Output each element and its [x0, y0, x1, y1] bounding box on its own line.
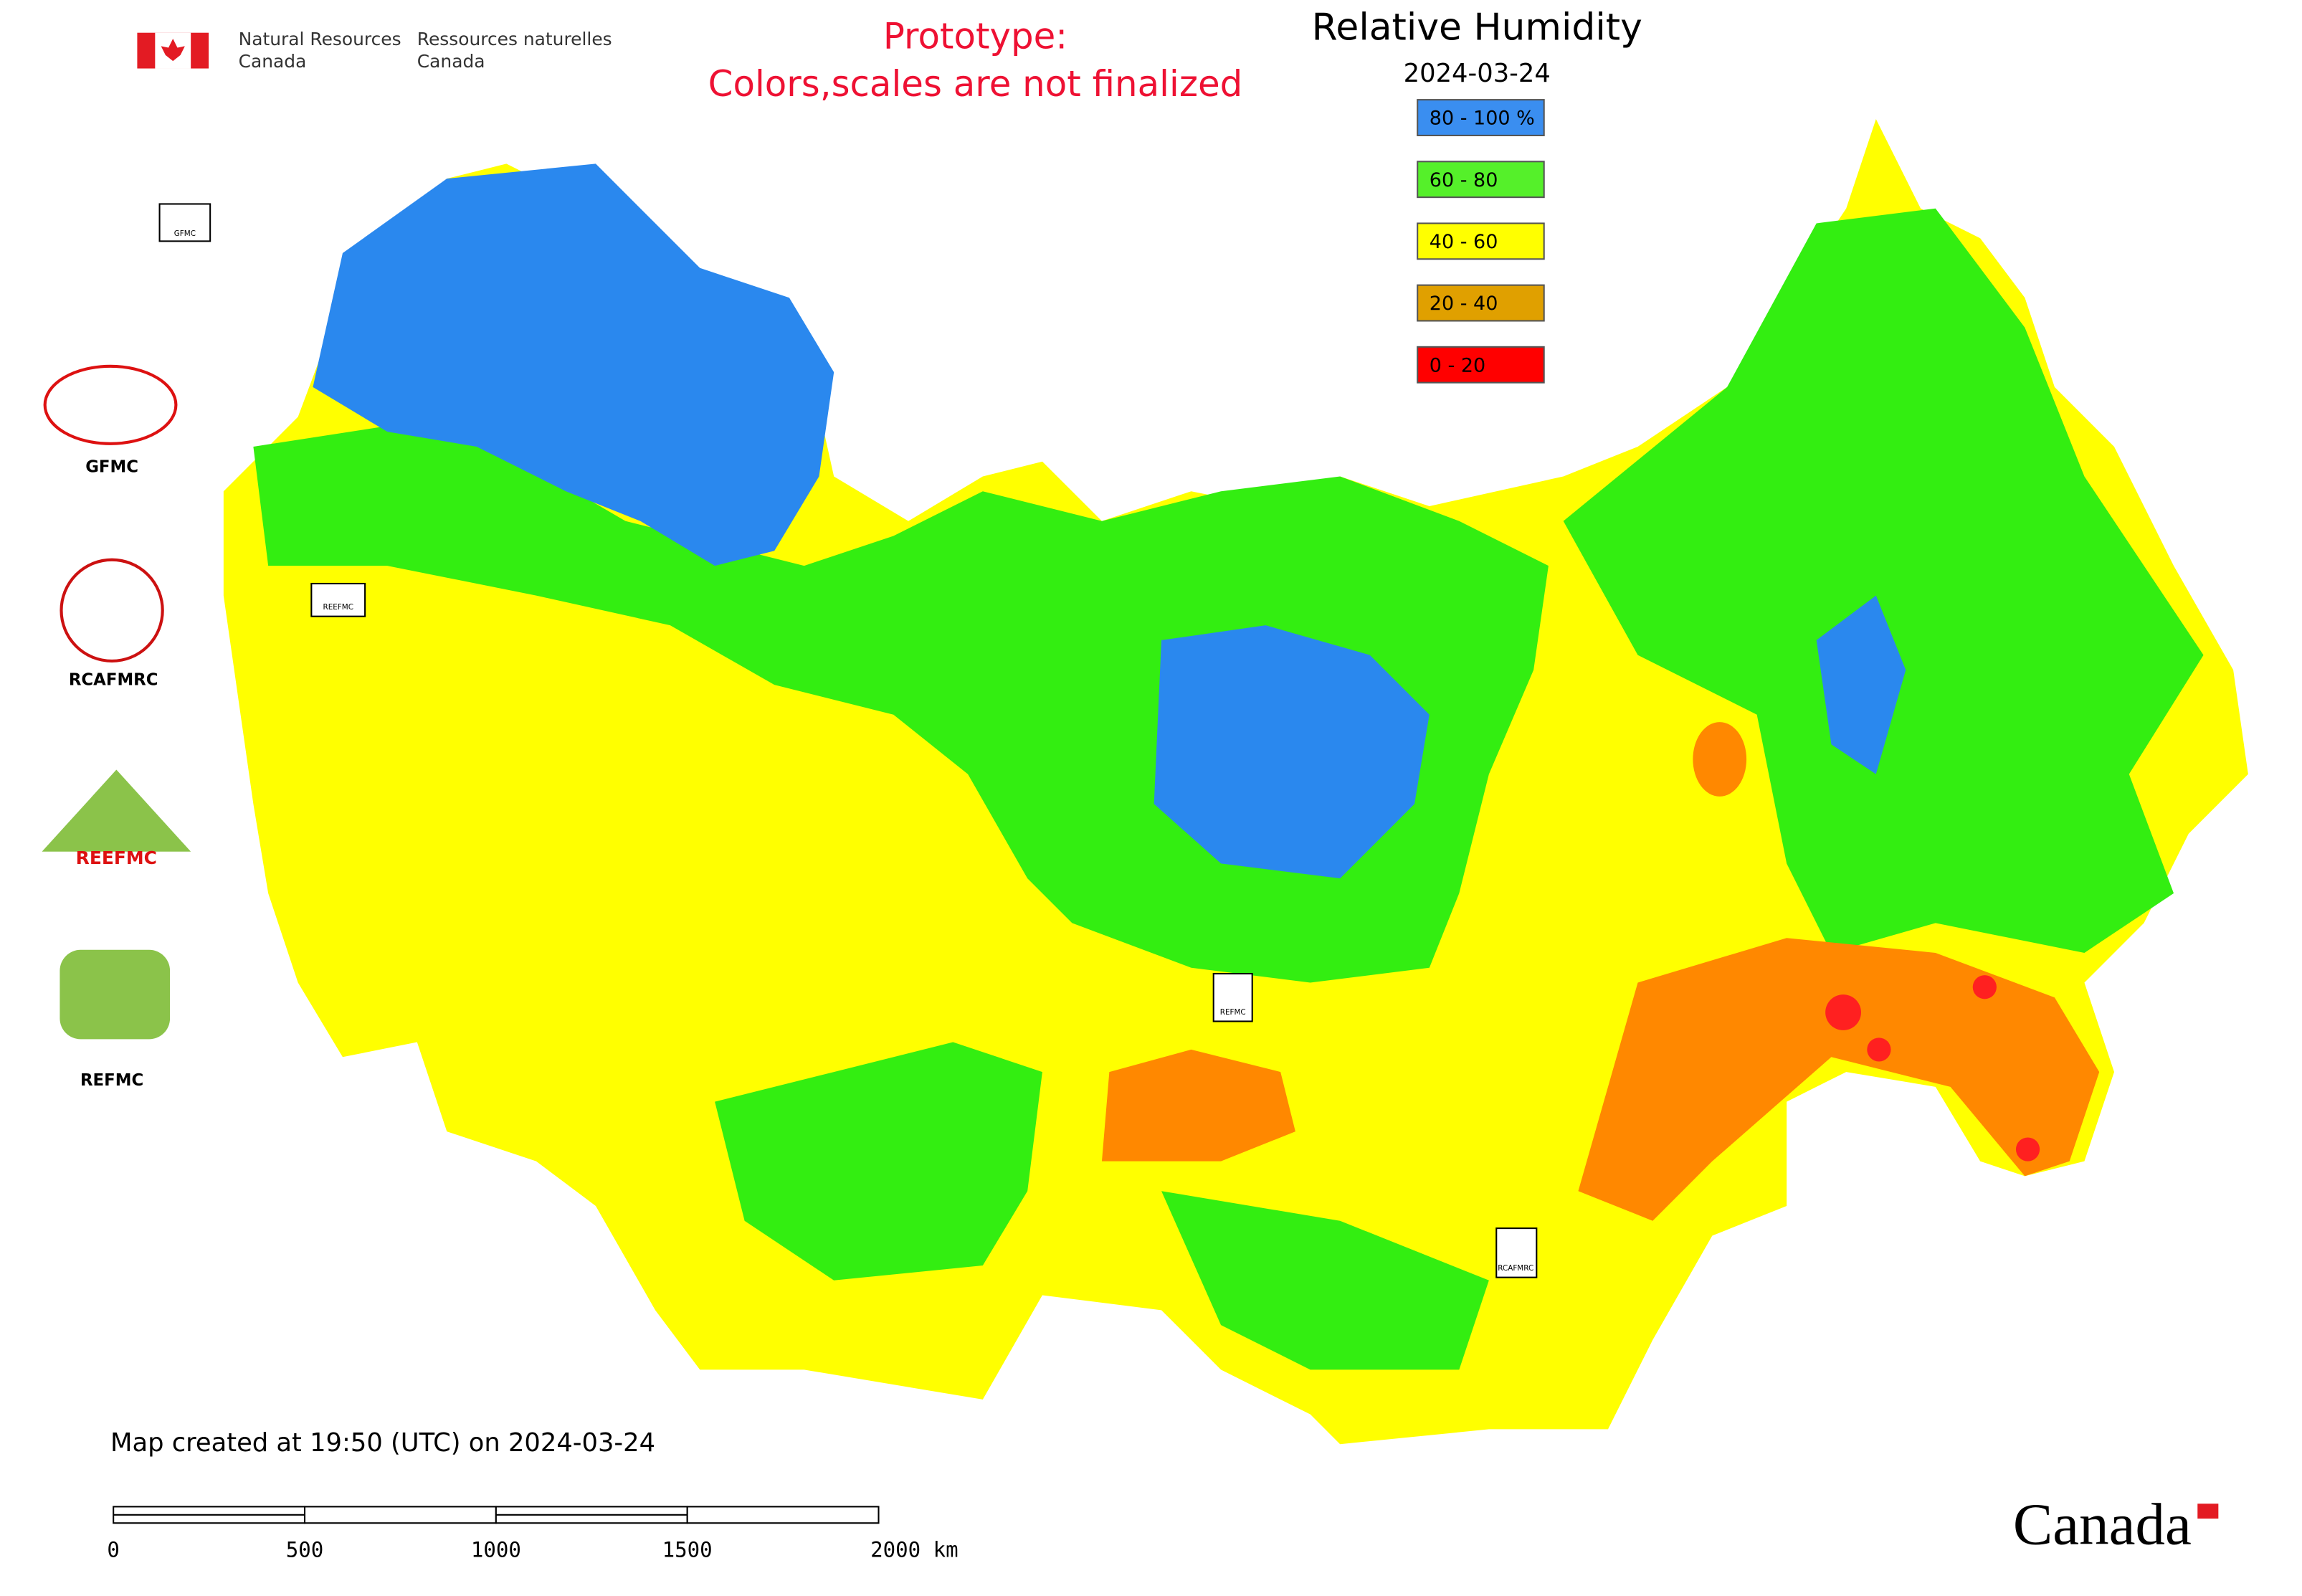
legend-swatch	[1417, 346, 1545, 384]
scale-label: 1500	[662, 1538, 713, 1562]
scale-segment	[303, 1506, 497, 1524]
legend-swatch	[1417, 222, 1545, 260]
legend-label: 80 - 100 %	[1430, 108, 1535, 130]
scale-label: 0	[107, 1538, 120, 1562]
legend-swatch	[1417, 284, 1545, 322]
map-footer: Map created at 19:50 (UTC) on 2024-03-24	[110, 1428, 655, 1458]
dept-en: Canada	[239, 51, 307, 72]
nrcan-signature: Natural Resources Canada Ressources natu…	[137, 29, 612, 72]
scale-label: 500	[286, 1538, 324, 1562]
zone-0-20	[1825, 994, 1861, 1030]
legend-label: 0 - 20	[1430, 354, 1485, 376]
dept-fr: Canada	[417, 51, 485, 72]
zone-0-20	[1867, 1037, 1891, 1062]
zone-60-80	[1161, 1191, 1489, 1370]
legend-label: 20 - 40	[1430, 293, 1498, 315]
logo-gfmc	[43, 364, 178, 445]
zone-60-80	[1563, 208, 2204, 953]
dept-en: Natural Resources	[239, 29, 401, 49]
logo-reefmc	[42, 769, 191, 852]
logo-label: GFMC	[85, 458, 138, 477]
legend: 80 - 100 % 60 - 80 40 - 60 20 - 40 0 - 20	[1417, 99, 1545, 384]
map	[223, 119, 2248, 1445]
scale-bar: 0 500 1000 1500 2000 km	[107, 1506, 959, 1562]
partner-logos: GFMC RCAFMRC REEFMC REFMC	[42, 364, 191, 1090]
station-marker	[158, 203, 211, 242]
legend-swatch	[1417, 99, 1545, 136]
zone-20-40	[1101, 1049, 1295, 1162]
zone-60-80	[715, 1042, 1042, 1281]
station-marker	[1495, 1227, 1538, 1278]
logo-label: RCAFMRC	[69, 670, 158, 689]
legend-swatch	[1417, 161, 1545, 199]
scale-label: 1000	[471, 1538, 521, 1562]
station-marker	[310, 582, 366, 617]
stations: GFMC REEFMC REFMC RCAFMRC	[158, 203, 1538, 1278]
scale-segment	[686, 1506, 880, 1524]
logo-label: REFMC	[80, 1071, 143, 1090]
scale-label: 2000 km	[870, 1538, 958, 1562]
zone-20-40	[1693, 722, 1747, 797]
map-title: Relative Humidity	[1312, 6, 1642, 49]
logo-refmc	[60, 949, 171, 1040]
prototype-notice: Colors,scales are not finalized	[708, 63, 1243, 105]
logo-label: REEFMC	[76, 847, 157, 868]
wordmark: Canada	[2013, 1491, 2192, 1557]
logo-rcafmrc	[60, 558, 164, 663]
station-label: RCAFMRC	[1498, 1264, 1533, 1273]
zone-20-40	[1578, 938, 2100, 1221]
zone-80-100	[1154, 625, 1430, 879]
zone-80-100	[1816, 595, 1906, 774]
prototype-notice: Prototype:	[883, 15, 1067, 57]
zone-0-20	[2015, 1137, 2040, 1162]
zone-80-100	[313, 163, 834, 566]
maple-leaf	[161, 38, 185, 62]
map-date: 2024-03-24	[1404, 59, 1551, 88]
legend-label: 60 - 80	[1430, 169, 1498, 191]
wordmark-flag	[2197, 1504, 2219, 1519]
station-marker	[1212, 972, 1253, 1022]
dept-fr: Ressources naturelles	[417, 29, 612, 49]
station-label: REEFMC	[323, 603, 353, 612]
legend-label: 40 - 60	[1430, 231, 1498, 253]
station-label: GFMC	[174, 229, 196, 238]
zone-0-20	[1972, 975, 1997, 999]
station-label: REFMC	[1220, 1008, 1246, 1017]
